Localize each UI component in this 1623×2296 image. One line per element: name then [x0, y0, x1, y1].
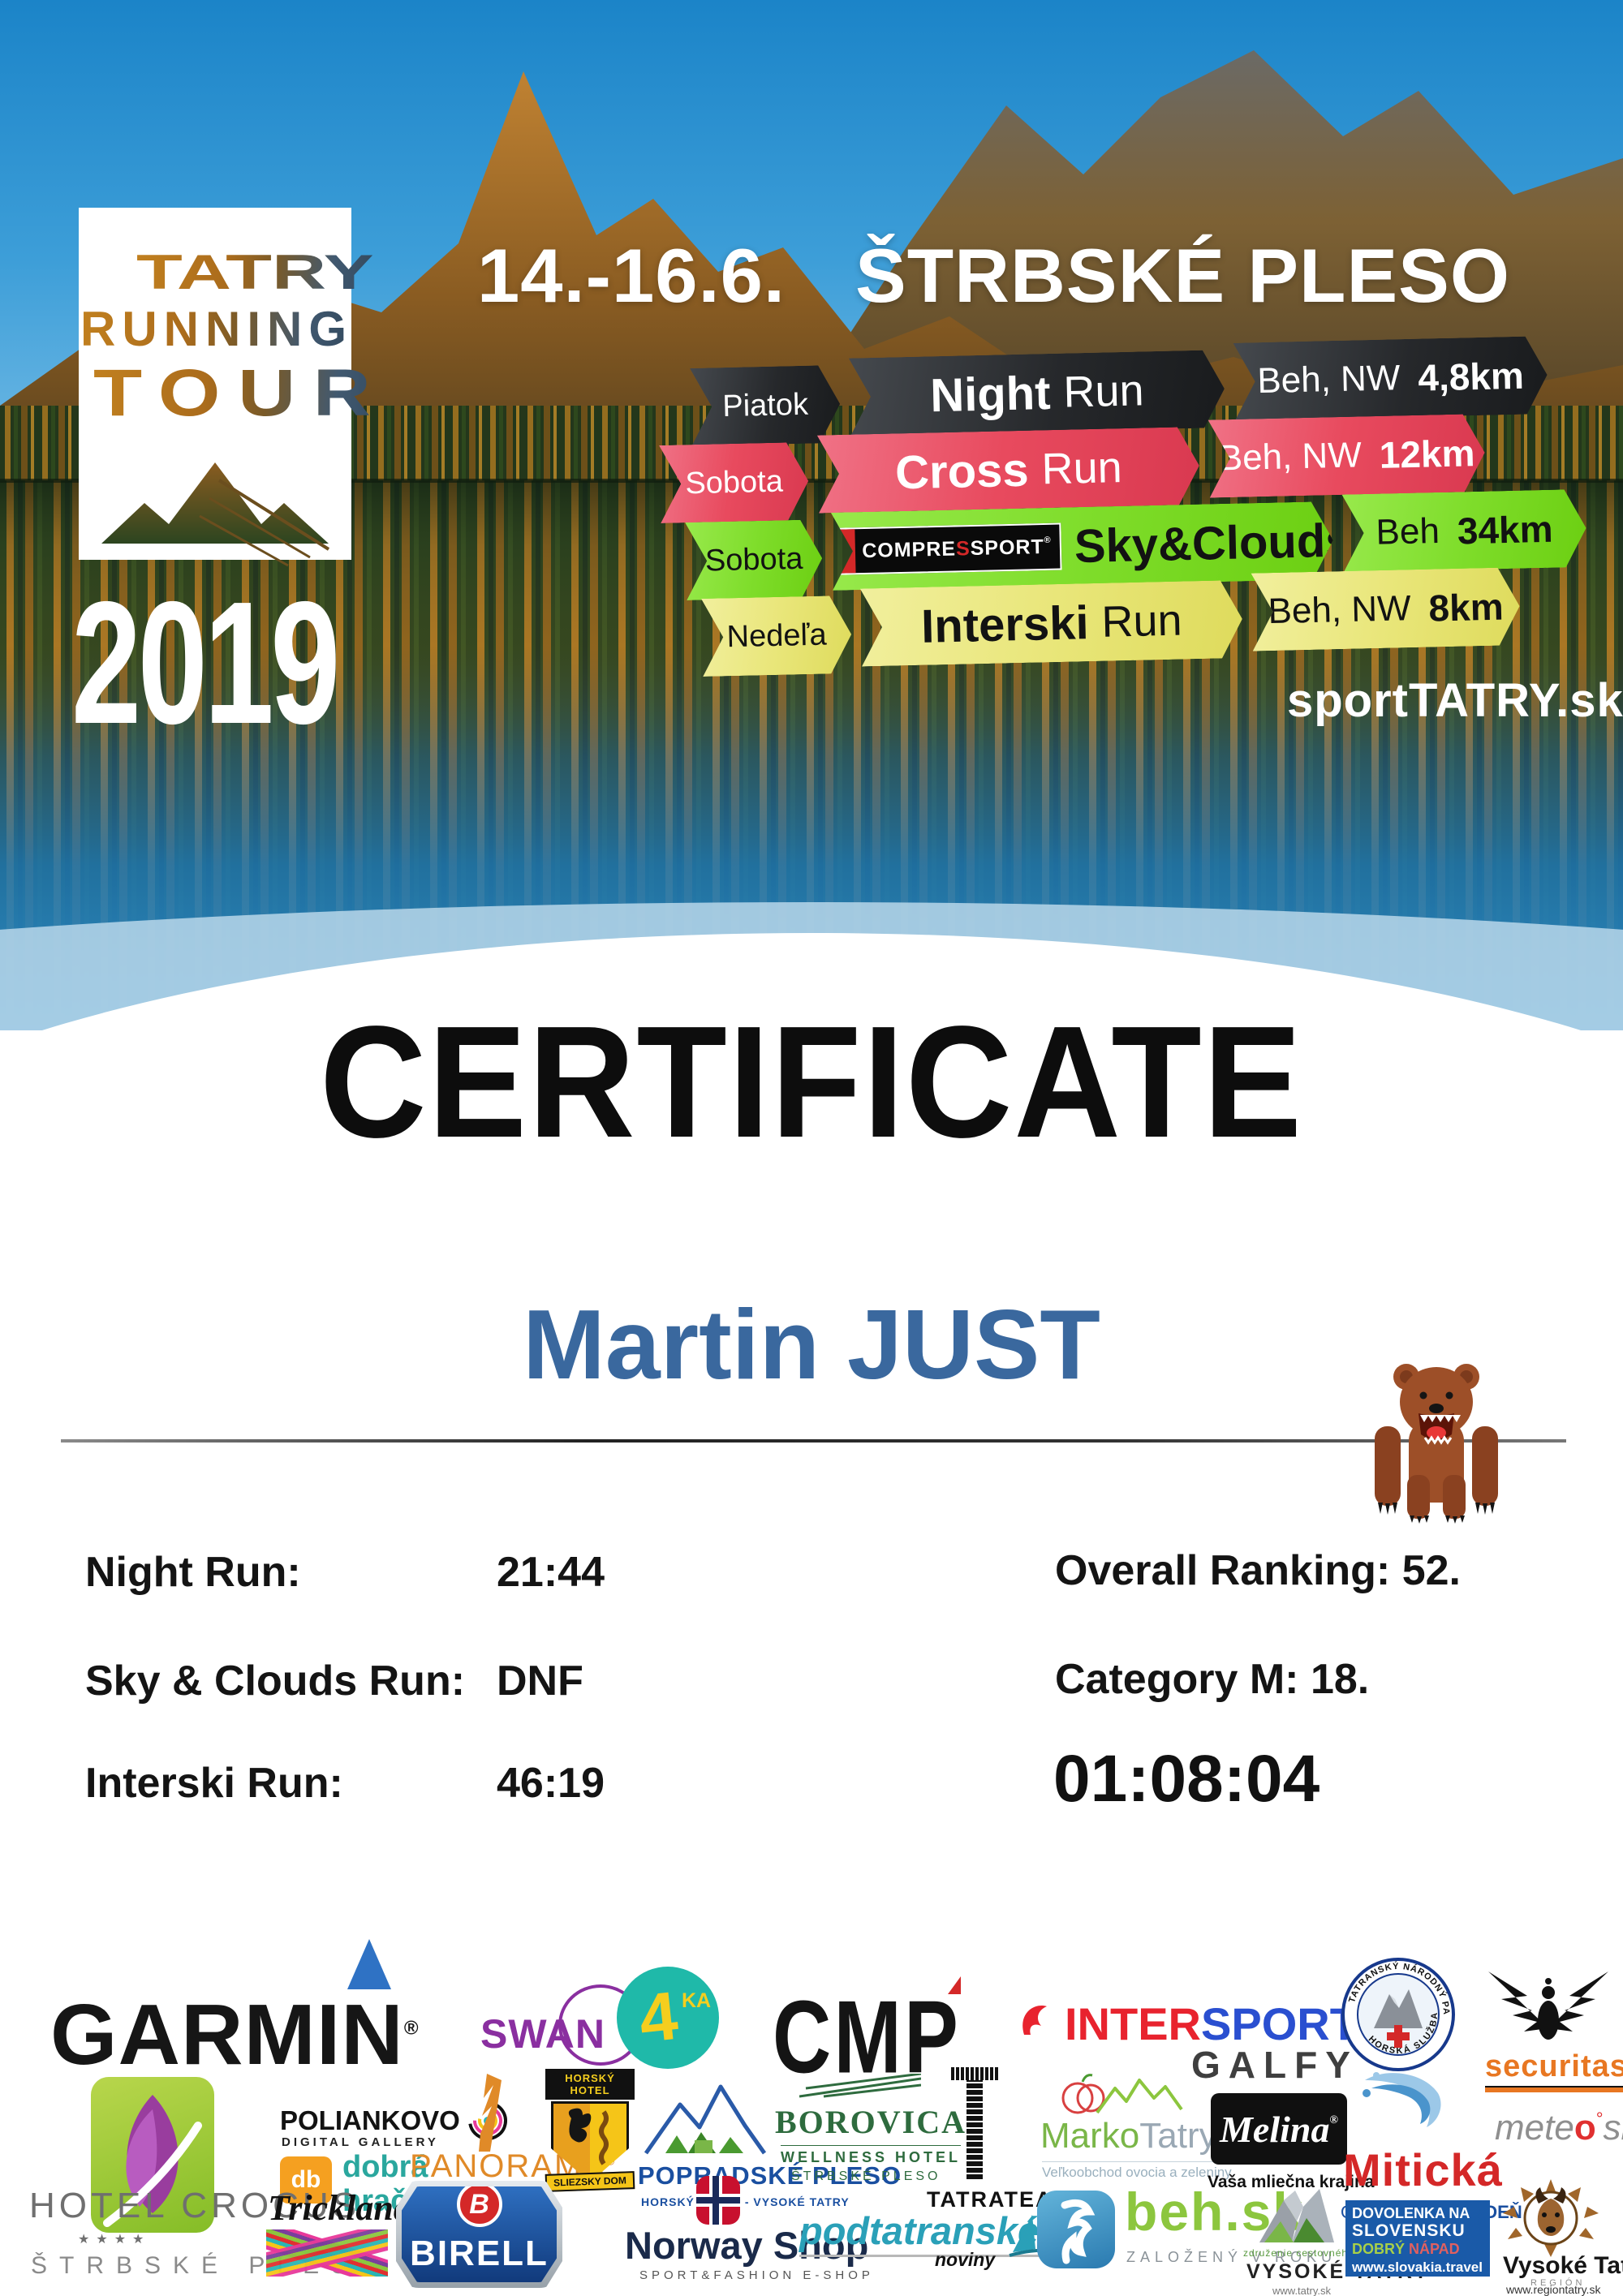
birell-name: BIRELL — [410, 2234, 549, 2273]
cmp-logo: CMP — [773, 1980, 962, 2095]
melina-subtitle: Vaša mliečna krajina — [1208, 2173, 1375, 2191]
birell-badge: B BIRELL — [396, 2181, 562, 2288]
melina-logo: Melina ® — [1211, 2093, 1347, 2165]
result-label-night-run: Night Run: — [85, 1549, 301, 1596]
compressport-logo: COMPRESSPORT® — [813, 523, 1062, 576]
region-tatry-chamois-icon — [1503, 2179, 1599, 2257]
compressport-icon — [815, 529, 856, 574]
poliankovo-subtitle: DIGITAL GALLERY — [282, 2135, 439, 2149]
event-year: 2019 — [71, 565, 340, 760]
podtatranske-noviny: noviny — [935, 2249, 996, 2270]
event-date: 14.-16.6. — [477, 233, 786, 318]
overall-ranking: Overall Ranking: 52. — [1055, 1547, 1461, 1594]
tricklandia-ribbon-icon — [266, 2229, 388, 2277]
banner-interski-day: Nedeľa — [701, 595, 852, 677]
result-value-night-run: 21:44 — [497, 1549, 605, 1596]
hotel-crocus-flower-icon — [91, 2077, 214, 2233]
poliankovo-logo: POLIANKOVO — [280, 2100, 509, 2142]
securitas-eagle-icon — [1488, 1971, 1608, 2040]
slovakia-travel-url[interactable]: www.slovakia.travel — [1352, 2259, 1483, 2275]
result-label-sky-clouds: Sky & Clouds Run: — [85, 1658, 466, 1705]
intersport-swoosh-icon — [1022, 2005, 1047, 2035]
podtatranske-logo: podtatranské — [799, 2208, 1040, 2257]
popradske-pleso-icon — [644, 2084, 767, 2155]
tatratea-t-icon — [951, 2067, 998, 2181]
tatry-sk-url[interactable]: www.tatry.sk — [1272, 2285, 1331, 2296]
banner-cross-day: Sobota — [659, 442, 809, 523]
borovica-sub2: ŠTRBSKÉ PLESO — [791, 2169, 941, 2183]
banner-sky-distance: Beh 34km — [1342, 489, 1587, 573]
behsk-subtitle: ZALOŽENÝ V ROKU 1999 — [1126, 2249, 1398, 2265]
galfy-logo: GALFY — [1191, 2044, 1358, 2086]
dobra-hracka-line1: dobrá — [342, 2150, 428, 2184]
dobra-hracka-icon: db — [280, 2156, 332, 2204]
hotel-crocus-stars: ★★★★ — [78, 2233, 151, 2247]
birell-b-icon: B — [456, 2186, 502, 2227]
header-photo: TATRY RUNNING TOUR 2019 14.-16.6. ŠTRBSK… — [0, 0, 1623, 1030]
region-tatry-subtitle: REGIÓN — [1530, 2278, 1586, 2288]
marko-tatry-icon — [1061, 2074, 1183, 2114]
intersport-logo: INTERSPORT® — [1065, 1998, 1366, 2049]
miticka-logo: Mitická — [1343, 2144, 1503, 2195]
banner-interski-distance: Beh, NW 8km — [1251, 567, 1521, 651]
logo-line-tour: TOUR — [93, 356, 388, 430]
sliezsky-dom-badge: HORSKÝ HOTEL SLIEZSKY DOM — [545, 2069, 635, 2192]
popradske-pleso-logo: POPRADSKÉ PLESO — [638, 2161, 902, 2190]
borovica-lines-icon — [799, 2074, 921, 2098]
norway-flag-icon — [696, 2176, 740, 2225]
sliezsky-dom-top: HORSKÝ HOTEL — [545, 2069, 635, 2100]
result-value-interski: 46:19 — [497, 1760, 605, 1807]
banner-cross-name: Cross Run — [817, 427, 1200, 514]
tatratea-logo: TATRATEA — [927, 2187, 1053, 2212]
behsk-runner-icon — [1037, 2191, 1115, 2268]
athlete-name: Martin JUST — [523, 1289, 1100, 1400]
event-title: 14.-16.6. ŠTRBSKÉ PLESO — [477, 232, 1510, 320]
sporttatry-link[interactable]: sportTATRY.sk — [1287, 674, 1623, 727]
bear-mascot-icon — [1375, 1364, 1498, 1524]
cmp-red-accent — [948, 1976, 961, 1994]
region-tatry-logo: Vysoké Tatry — [1503, 2252, 1623, 2279]
borovica-sub1: WELLNESS HOTEL — [781, 2145, 961, 2166]
vysoke-tatry-zdruzenie-icon — [1259, 2189, 1334, 2242]
banner-night-day: Piatok — [690, 365, 841, 446]
marko-tatry-subtitle: Veľkoobchod ovocia a zeleniny — [1042, 2161, 1232, 2181]
name-underline — [61, 1439, 1566, 1443]
tanap-badge: TATRANSKÝ NÁRODNÝ PARK HORSKÁ SLUŽBA — [1341, 1957, 1455, 2071]
marko-tatry-logo: MarkoTatry — [1040, 2116, 1217, 2156]
banner-night-distance: Beh, NW 4,8km — [1233, 336, 1548, 421]
banner-sky-clouds: Sobota COMPRESSPORT® Sky&Clouds Beh 34km — [685, 496, 1587, 594]
popradske-pleso-subtitle: HORSKÝ HOTEL - VYSOKÉ TATRY — [641, 2195, 850, 2208]
total-time: 01:08:04 — [1053, 1742, 1320, 1816]
banner-cross-distance: Beh, NW 12km — [1208, 414, 1486, 498]
result-label-interski: Interski Run: — [85, 1760, 343, 1807]
region-tatry-url[interactable]: www.regiontatry.sk — [1506, 2283, 1601, 2296]
hotel-crocus-name: HOTEL CROCUS — [29, 2186, 360, 2225]
event-logo: TATRY RUNNING TOUR — [79, 208, 373, 567]
securitas-logo: securitas — [1485, 2049, 1623, 2092]
panorama-tower-icon — [479, 2074, 502, 2152]
slovakia-travel-box: DOVOLENKA NA SLOVENSKU DOBRÝ NÁPAD www.s… — [1345, 2200, 1490, 2277]
event-location: ŠTRBSKÉ PLESO — [855, 233, 1510, 318]
banner-sky-day: Sobota — [685, 519, 823, 600]
banner-interski-name: Interski Run — [860, 580, 1243, 667]
swan-logo: SWAN — [480, 2011, 605, 2057]
garmin-delta-icon — [347, 1939, 391, 1989]
norway-shop-logo: Norway Shop — [625, 2224, 869, 2267]
borovica-logo: BOROVICA® — [775, 2104, 975, 2140]
result-value-sky-clouds: DNF — [497, 1658, 583, 1705]
garmin-logo: GARMIN® — [50, 1987, 420, 2083]
miticka-water-icon — [1363, 2072, 1441, 2127]
4ka-logo: 4 KA — [617, 1967, 719, 2069]
certificate-title: CERTIFICATE — [320, 993, 1303, 1171]
sliezsky-dom-name: SLIEZSKY DOM — [545, 2171, 635, 2192]
norway-shop-subtitle: SPORT&FASHION E-SHOP — [639, 2268, 874, 2282]
sliezsky-dom-shield-icon — [551, 2101, 629, 2182]
logo-line-running: RUNNING — [80, 302, 353, 356]
banner-night-name: Night Run — [849, 350, 1225, 436]
meteo-sk-logo: meteo°sk — [1495, 2108, 1623, 2148]
category-ranking: Category M: 18. — [1055, 1656, 1370, 1703]
logo-line-tatry: TATRY — [136, 245, 374, 299]
logo-mountains-icon — [101, 462, 330, 567]
